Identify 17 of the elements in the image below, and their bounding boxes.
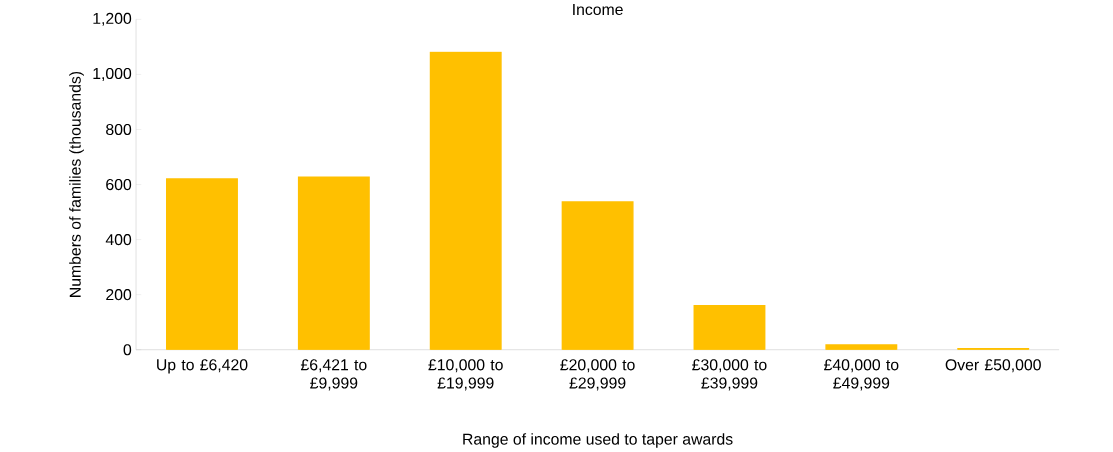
x-tick-label: £6,421 to £9,999	[300, 359, 367, 391]
y-tick-label: 400	[105, 234, 132, 246]
chart-title: Income	[573, 4, 623, 16]
y-tick-label: 1,000	[93, 67, 132, 81]
x-tick-label: Over £50,000	[945, 359, 1041, 373]
x-axis-title: Range of income used to taper awards	[463, 433, 733, 448]
y-axis-title: Numbers of families (thousands)	[69, 71, 84, 297]
y-tick-label: 200	[106, 289, 132, 301]
y-tick-label: 1,200	[93, 12, 132, 26]
x-tick-label: £40,000 to £49,999	[824, 359, 899, 391]
y-tick-label: 800	[106, 123, 132, 136]
x-tick-label: £30,000 to £39,999	[692, 359, 767, 391]
x-tick-label: £20,000 to £29,999	[560, 359, 635, 391]
x-tick-label: Up to £6,420	[157, 359, 248, 374]
y-tick-label: 600	[106, 178, 132, 191]
y-tick-label: 0	[123, 344, 132, 356]
x-tick-label: £10,000 to £19,999	[428, 359, 503, 391]
